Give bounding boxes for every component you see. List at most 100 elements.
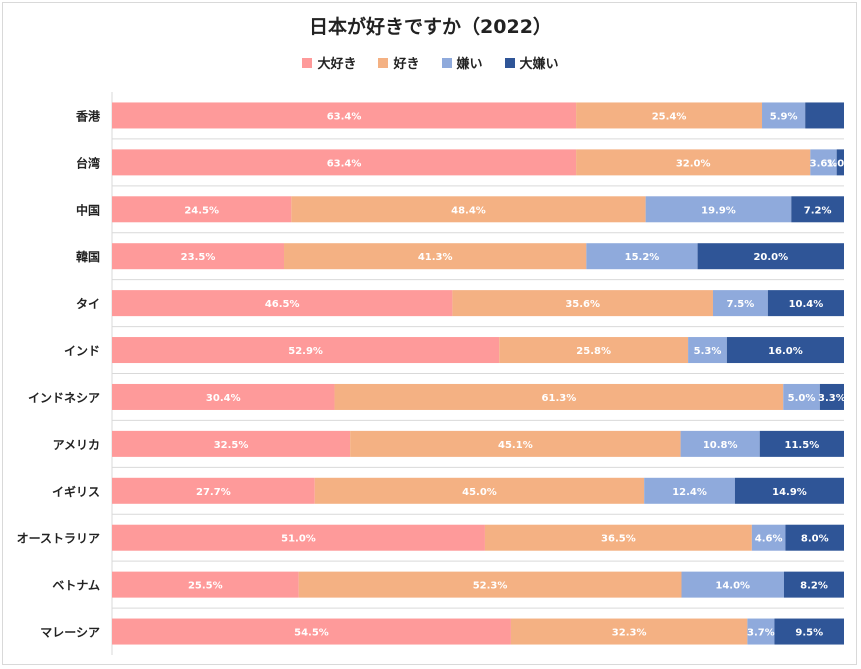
legend-item-daikirai: 大嫌い [504,53,559,72]
data-label: 35.6% [565,299,600,310]
bar-segment [112,524,485,551]
bar-segment [697,243,844,270]
data-label: 32.5% [214,440,249,451]
category-label: 中国 [76,202,100,217]
legend: 大好き 好き 嫌い 大嫌い [0,53,861,72]
data-label: 11.5% [785,440,820,451]
category-label: オーストラリア [17,532,100,546]
category-label: タイ [76,297,100,311]
bar-segment [747,618,775,645]
bar-segment [112,337,500,364]
data-label: 5.0% [788,393,816,404]
bar-segment [112,102,577,129]
data-label: 9.5% [795,628,823,639]
bar-segment [576,102,763,129]
bar-segment [284,243,587,270]
data-label: 36.5% [601,534,636,545]
bar-segment [576,149,811,176]
bar-segment [810,149,837,176]
bar-segment [510,618,748,645]
bar-segment [762,102,806,129]
data-label: 46.5% [265,299,300,310]
chart-title: 日本が好きですか（2022） [309,16,552,38]
data-label: 5.9% [770,111,798,122]
data-label: 45.0% [462,487,497,498]
data-label: 63.4% [327,111,362,122]
data-label: 10.4% [789,299,824,310]
bar-segment [452,290,713,317]
data-label: 7.2% [804,205,832,216]
data-label: 27.7% [196,487,231,498]
data-label: 14.0% [715,581,750,592]
category-label: 香港 [75,108,101,123]
bar-segment [334,383,784,410]
data-label: 5.3% [694,346,722,357]
data-label: 10.8% [703,440,738,451]
data-label: 51.0% [281,534,316,545]
data-label: 14.9% [772,487,807,498]
bar-segment [112,196,292,223]
data-label: 1.0% [826,158,854,169]
bar-segment [484,524,752,551]
category-label: マレーシア [40,626,100,640]
bar-segment [112,571,299,598]
bar-segment [767,290,844,317]
data-label: 25.5% [188,581,223,592]
bar-segment [726,337,844,364]
data-label: 3.7% [747,628,775,639]
data-label: 19.9% [701,205,736,216]
bar-segment [499,337,689,364]
bar-segment [291,196,646,223]
bar-segment [836,149,844,176]
data-label: 61.3% [542,393,577,404]
data-label: 32.0% [676,158,711,169]
legend-swatch [441,57,452,68]
data-label: 45.1% [498,440,533,451]
category-label: 韓国 [76,249,100,264]
data-label: 30.4% [206,393,241,404]
data-label: 8.0% [801,534,829,545]
legend-label: 好き [393,57,420,72]
category-label: アメリカ [53,438,100,452]
bar-segment [586,243,698,270]
category-label: インドネシア [28,391,100,405]
bar-segment [783,571,844,598]
legend-label: 大好き [317,57,357,72]
legend-label: 大嫌い [519,57,559,72]
data-label: 23.5% [181,252,216,263]
data-label: 63.4% [327,158,362,169]
bar-segment [112,243,285,270]
data-label: 20.0% [753,252,788,263]
data-label: 15.2% [625,252,660,263]
bar-segment [680,430,760,457]
data-label: 12.4% [672,487,707,498]
category-label: 台湾 [76,155,100,170]
data-label: 7.5% [727,299,755,310]
data-label: 25.4% [652,111,687,122]
bar-segment [783,383,820,410]
bar-segment [681,571,784,598]
legend-item-kirai: 嫌い [441,53,483,72]
bar-segment [314,477,645,504]
bar-segment [644,477,735,504]
bar-segment [785,524,844,551]
category-label: イギリス [52,484,100,499]
bar-segment [298,571,682,598]
bar-segment [112,618,511,645]
bar-segment [805,102,844,129]
legend-label: 嫌い [456,57,483,72]
bar-segment [112,477,315,504]
legend-item-daisuki: 大好き [302,53,356,72]
legend-item-suki: 好き [378,53,420,72]
data-label: 41.3% [418,252,453,263]
bar-segment [688,337,727,364]
data-label: 32.3% [612,628,647,639]
data-label: 24.5% [184,205,219,216]
bar-segment [712,290,768,317]
bar-segment [759,430,844,457]
data-label: 48.4% [451,205,486,216]
data-label: 3.6% [810,158,838,169]
data-label: 8.2% [800,581,828,592]
